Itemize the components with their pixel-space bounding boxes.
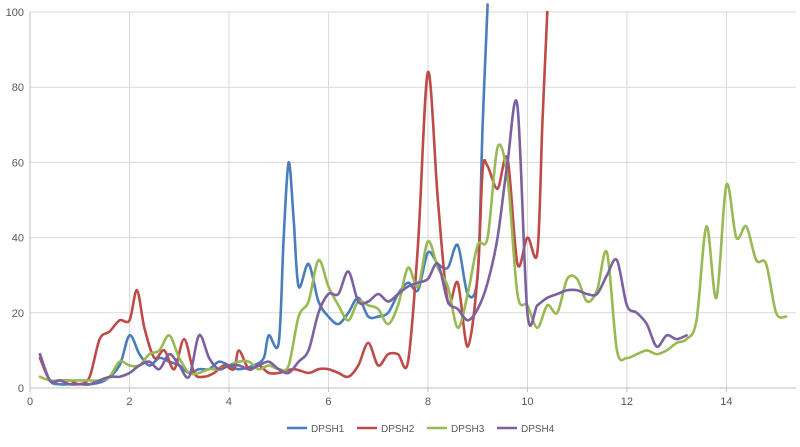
x-tick-label: 0	[27, 396, 33, 408]
series-line-dpsh3	[38, 143, 788, 383]
axes	[29, 12, 796, 392]
legend: DPSH1 DPSH2 DPSH3 DPSH4	[287, 424, 555, 435]
legend-label-dpsh4: DPSH4	[521, 424, 555, 435]
y-tick-label: 40	[12, 233, 24, 245]
x-tick-label: 4	[226, 396, 232, 408]
x-tick-label: 10	[521, 396, 533, 408]
series-line-dpsh1	[38, 3, 489, 386]
legend-label-dpsh3: DPSH3	[451, 424, 485, 435]
series-lines	[38, 3, 788, 386]
x-tick-label: 12	[621, 396, 633, 408]
legend-label-dpsh1: DPSH1	[311, 424, 345, 435]
y-tick-label: 60	[12, 157, 24, 169]
x-tick-label: 8	[425, 396, 431, 408]
series-line-dpsh4	[38, 99, 688, 386]
legend-label-dpsh2: DPSH2	[381, 424, 415, 435]
series-line-dpsh2	[38, 10, 549, 386]
y-tick-label: 20	[12, 308, 24, 320]
y-tick-label: 80	[12, 82, 24, 94]
x-axis-ticks: 0 2 4 6 8 10 12 14	[27, 396, 733, 408]
y-tick-label: 0	[18, 383, 24, 395]
x-tick-label: 2	[126, 396, 132, 408]
gridlines	[30, 11, 796, 388]
x-tick-label: 14	[720, 396, 732, 408]
x-tick-label: 6	[325, 396, 331, 408]
y-axis-ticks: 0 20 40 60 80 100	[6, 7, 24, 395]
y-tick-label: 100	[6, 7, 24, 19]
